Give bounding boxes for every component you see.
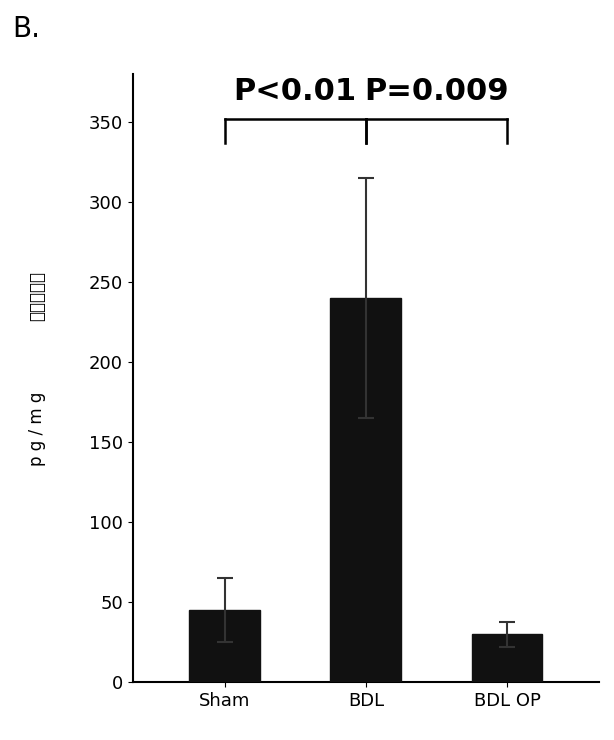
- Text: P=0.009: P=0.009: [364, 77, 509, 107]
- Bar: [189, 610, 260, 682]
- Bar: [472, 634, 543, 682]
- Text: タンパク質: タンパク質: [28, 271, 46, 321]
- Text: B.: B.: [12, 15, 41, 43]
- Text: P<0.01: P<0.01: [233, 77, 357, 107]
- Text: p g / m g: p g / m g: [28, 392, 46, 466]
- Bar: [330, 298, 401, 682]
